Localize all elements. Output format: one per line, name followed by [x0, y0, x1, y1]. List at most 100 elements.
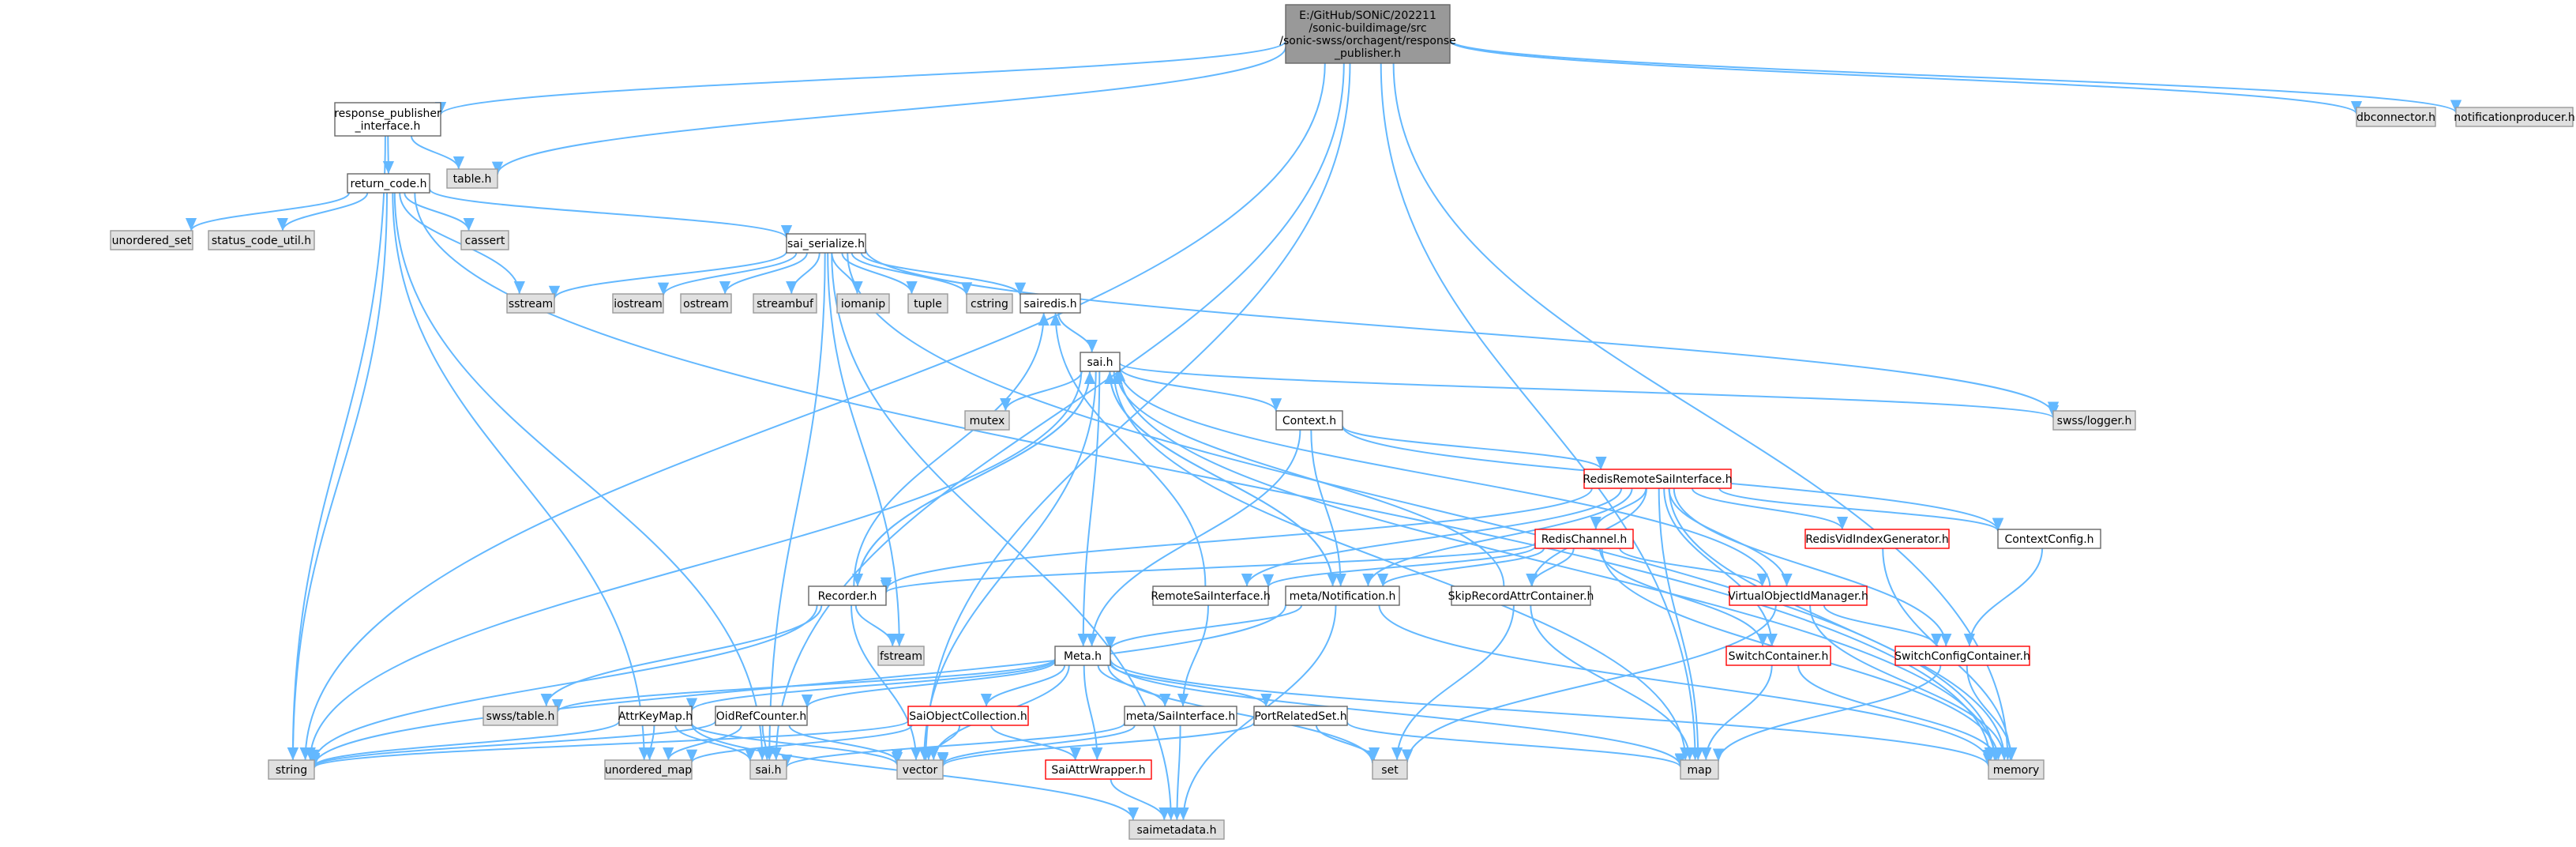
edge-meta_h-to-sai_attr_wrapper — [1083, 664, 1103, 761]
node-label: E:/GitHub/SONiC/202211 — [1299, 9, 1436, 22]
node-sai-object-collection[interactable]: SaiObjectCollection.h — [907, 706, 1029, 726]
node-box — [808, 585, 887, 606]
edge-redis_remote-to-context_config — [1718, 487, 2003, 532]
node-iomanip[interactable]: iomanip — [836, 293, 890, 314]
edge-return_code-to-status_code_util — [276, 192, 369, 232]
node-label: status_code_util.h — [212, 235, 311, 247]
edge-sai_serialize-to-streambuf — [786, 252, 820, 295]
node-context[interactable]: Context.h — [1275, 410, 1343, 431]
node-unordered-set[interactable]: unordered_set — [110, 230, 193, 250]
node-ostream[interactable]: ostream — [680, 293, 732, 314]
node-unordered-map[interactable]: unordered_map — [604, 759, 693, 780]
node-swss-logger[interactable]: swss/logger.h — [2052, 410, 2136, 431]
node-box — [715, 706, 808, 726]
node-oid-ref-counter[interactable]: OidRefCounter.h — [715, 706, 808, 726]
edge-redis_channel-to-meta_notification — [1376, 548, 1545, 587]
edge-switch_container-to-memory — [1797, 664, 2003, 761]
edge-sai_h-to-swss_logger — [1119, 362, 2059, 419]
edge-meta_h-to-sai_object_collection — [980, 664, 1066, 707]
node-context-config[interactable]: ContextConfig.h — [1997, 529, 2101, 549]
node-return-code[interactable]: return_code.h — [347, 173, 430, 194]
edge-attr_key_map-to-sai_h_sys — [674, 725, 757, 762]
node-layer: E:/GitHub/SONiC/202211/sonic-buildimage/… — [110, 4, 2575, 840]
edge-return_code-to-sstream — [399, 192, 525, 295]
node-label: RemoteSaiInterface.h — [1151, 590, 1270, 603]
node-status-code-util[interactable]: status_code_util.h — [208, 230, 315, 250]
node-string[interactable]: string — [268, 759, 315, 780]
node-label: Meta.h — [1064, 650, 1102, 663]
node-sstream[interactable]: sstream — [506, 293, 555, 314]
node-switch-config-container[interactable]: SwitchConfigContainer.h — [1894, 646, 2030, 666]
node-notificationproducer[interactable]: notificationproducer.h — [2454, 107, 2575, 127]
node-redis-remote[interactable]: RedisRemoteSaiInterface.h — [1583, 469, 1733, 489]
node-box — [907, 293, 948, 314]
node-redis-channel[interactable]: RedisChannel.h — [1534, 529, 1634, 549]
node-box — [1080, 352, 1121, 372]
node-switch-container[interactable]: SwitchContainer.h — [1725, 646, 1831, 666]
node-map[interactable]: map — [1680, 759, 1719, 780]
node-skip-record[interactable]: SkipRecordAttrContainer.h — [1448, 585, 1594, 606]
node-meta-notification[interactable]: meta/Notification.h — [1285, 585, 1400, 606]
node-label: AttrKeyMap.h — [618, 710, 693, 723]
node-sai-serialize[interactable]: sai_serialize.h — [786, 233, 866, 254]
edge-context-to-meta_notification — [1310, 429, 1346, 587]
node-sai-h-sys[interactable]: sai.h — [749, 759, 787, 780]
edge-sai_serialize-to-sstream — [548, 250, 787, 299]
edge-oid_ref_counter-to-unordered_map — [663, 725, 742, 761]
node-response-publisher-interface[interactable]: response_publisher_interface.h — [334, 102, 441, 137]
node-meta-h[interactable]: Meta.h — [1054, 646, 1111, 666]
node-label: sai_serialize.h — [787, 238, 865, 250]
node-mutex[interactable]: mutex — [964, 410, 1010, 431]
edge-sai_serialize-to-sai_h_sys — [764, 252, 826, 761]
node-set[interactable]: set — [1372, 759, 1408, 780]
node-saimetadata[interactable]: saimetadata.h — [1128, 819, 1225, 840]
node-meta-sai-interface[interactable]: meta/SaiInterface.h — [1124, 706, 1237, 726]
node-cassert[interactable]: cassert — [460, 230, 509, 250]
node-swss-table[interactable]: swss/table.h — [483, 706, 558, 726]
edge-redis_remote-to-map — [1658, 487, 1704, 761]
edge-response_publisher_interface-to-table_h — [411, 135, 465, 170]
node-sairedis[interactable]: sairedis.h — [1020, 293, 1081, 314]
node-label: RedisVidIndexGenerator.h — [1805, 533, 1949, 546]
edge-meta_h-to-oid_ref_counter — [801, 661, 1056, 708]
edge-redis_remote-to-redis_channel — [1590, 487, 1647, 530]
node-sai-attr-wrapper[interactable]: SaiAttrWrapper.h — [1045, 759, 1152, 780]
node-fstream[interactable]: fstream — [877, 646, 925, 666]
node-dbconnector[interactable]: dbconnector.h — [2356, 107, 2436, 127]
node-table-h[interactable]: table.h — [446, 168, 498, 189]
node-box — [1054, 646, 1111, 666]
node-root[interactable]: E:/GitHub/SONiC/202211/sonic-buildimage/… — [1279, 4, 1456, 64]
edge-meta_sai_interface-to-sai_h_sys — [781, 722, 1125, 768]
edge-context_config-to-switch_config_container — [1963, 548, 2044, 647]
node-remote-sai[interactable]: RemoteSaiInterface.h — [1151, 585, 1271, 606]
node-vector[interactable]: vector — [896, 759, 944, 780]
edge-context-to-redis_remote — [1342, 425, 1607, 470]
node-label: sairedis.h — [1023, 298, 1076, 311]
node-streambuf[interactable]: streambuf — [753, 293, 817, 314]
edge-sai_h-to-string — [304, 371, 1083, 761]
node-box — [1128, 819, 1225, 840]
node-virtual-oid[interactable]: VirtualObjectIdManager.h — [1728, 585, 1868, 606]
node-memory[interactable]: memory — [1988, 759, 2045, 780]
node-box — [877, 646, 925, 666]
node-box — [1152, 585, 1269, 606]
node-iostream[interactable]: iostream — [612, 293, 664, 314]
edge-attr_key_map-to-string — [309, 721, 620, 767]
edge-port_related_set-to-set — [1315, 725, 1380, 761]
edge-virtual_oid-to-memory — [1809, 604, 2011, 761]
node-redis-vid[interactable]: RedisVidIndexGenerator.h — [1804, 529, 1950, 549]
edge-recorder-to-swss_table — [540, 604, 823, 707]
edge-return_code-to-string — [287, 192, 388, 761]
node-label: fstream — [880, 650, 922, 663]
node-recorder[interactable]: Recorder.h — [808, 585, 887, 606]
node-port-related-set[interactable]: PortRelatedSet.h — [1253, 706, 1348, 726]
node-tuple[interactable]: tuple — [907, 293, 948, 314]
node-sai-h[interactable]: sai.h — [1080, 352, 1121, 372]
edge-sai_serialize-to-swss_logger — [865, 248, 2059, 415]
edge-sai_serialize-to-memory — [847, 252, 2000, 761]
node-cstring[interactable]: cstring — [966, 293, 1013, 314]
edge-redis_remote-to-meta_notification — [1362, 487, 1633, 587]
node-box — [1997, 529, 2101, 549]
edge-skip_record-to-map — [1530, 604, 1695, 761]
node-attr-key-map[interactable]: AttrKeyMap.h — [618, 706, 693, 726]
